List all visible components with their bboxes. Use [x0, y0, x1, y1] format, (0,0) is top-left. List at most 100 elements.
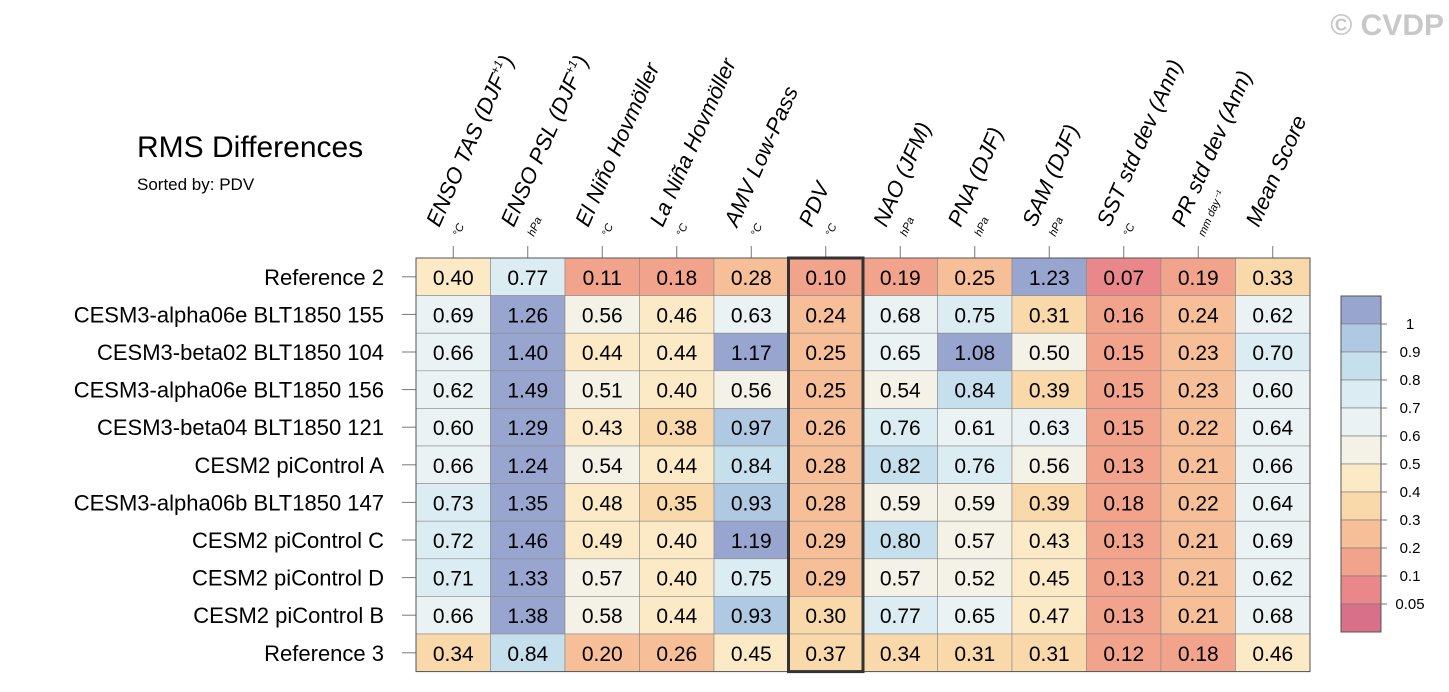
row-label-cesm3-beta04-blt1850-121: CESM3-beta04 BLT1850 121 [97, 415, 384, 440]
cell-value-r7-c10: 0.21 [1178, 530, 1219, 553]
heatmap-cell-r4-c3 [639, 408, 715, 447]
cell-value-r1-c3: 0.46 [656, 304, 697, 327]
heatmap-cell-r8-c8 [1011, 558, 1087, 597]
cell-value-r0-c4: 0.28 [731, 267, 772, 290]
colorbar-segment [1340, 575, 1382, 605]
heatmap-cell-r3-c5 [788, 370, 864, 409]
cell-value-r0-c8: 1.23 [1029, 267, 1070, 290]
heatmap-cell-r1-c8 [1011, 295, 1087, 334]
heatmap-cell-r7-c11 [1235, 520, 1311, 560]
heatmap-cell-r1-c9 [1086, 295, 1162, 334]
cell-value-r1-c11: 0.62 [1252, 304, 1293, 327]
cell-value-r3-c1: 1.49 [507, 380, 548, 403]
cell-value-r10-c5: 0.37 [805, 643, 846, 666]
heatmap-cell-r0-c5 [788, 257, 864, 296]
cell-value-r3-c7: 0.84 [954, 380, 995, 403]
heatmap-cell-r6-c6 [862, 483, 938, 522]
column-label-main: AMV Low-Pass [718, 82, 803, 231]
heatmap-cell-r3-c2 [564, 370, 640, 409]
cell-value-r4-c11: 0.64 [1252, 417, 1293, 440]
column-unit: hPa [973, 215, 992, 238]
heatmap-cell-r7-c3 [639, 520, 715, 560]
heatmap-cell-r5-c3 [639, 445, 715, 484]
heatmap-cell-r4-c7 [937, 408, 1013, 447]
column-unit: °C [749, 222, 765, 238]
column-label-sup: +1 [487, 58, 505, 76]
chart-title: RMS Differences [137, 131, 363, 164]
cell-value-r0-c7: 0.25 [954, 267, 995, 290]
cell-value-r7-c7: 0.57 [954, 530, 995, 553]
column-label-main: Mean Score [1240, 111, 1311, 230]
heatmap-cell-r5-c6 [862, 445, 938, 484]
watermark: © CVDP [1330, 9, 1444, 42]
cell-value-r9-c10: 0.21 [1178, 605, 1219, 628]
cell-value-r1-c5: 0.24 [805, 304, 846, 327]
cell-value-r1-c7: 0.75 [954, 304, 995, 327]
colorbar-label: 0.1 [1400, 568, 1421, 585]
row-label-cesm2-picontrol-a: CESM2 piControl A [194, 453, 384, 478]
column-unit: °C [451, 222, 467, 238]
heatmap-cell-r9-c8 [1011, 596, 1087, 635]
cell-value-r6-c4: 0.93 [731, 492, 772, 515]
row-label-cesm3-alpha06e-blt1850-155: CESM3-alpha06e BLT1850 155 [74, 302, 384, 327]
colorbar-label: 0.4 [1400, 484, 1421, 501]
heatmap-cell-r5-c9 [1086, 445, 1162, 484]
heatmap-cell-r10-c8 [1011, 633, 1087, 672]
heatmap-cell-r1-c11 [1235, 295, 1311, 334]
colorbar-label: 1 [1406, 316, 1414, 333]
column-label-text: PDV [793, 176, 835, 230]
colorbar-label: 0.2 [1400, 540, 1421, 557]
cell-value-r4-c3: 0.38 [656, 417, 697, 440]
cell-value-r1-c1: 1.26 [507, 304, 548, 327]
row-label-cesm3-alpha06b-blt1850-147: CESM3-alpha06b BLT1850 147 [74, 490, 384, 515]
heatmap-cell-r0-c6 [862, 257, 938, 296]
pdv-column-highlight [787, 256, 865, 674]
heatmap-cell-r3-c1 [490, 370, 566, 409]
cell-value-r5-c2: 0.54 [582, 455, 623, 478]
colorbar-label: 0.5 [1400, 456, 1421, 473]
cell-value-r6-c11: 0.64 [1252, 492, 1293, 515]
cell-value-r5-c1: 1.24 [507, 455, 548, 478]
heatmap-cell-r4-c10 [1160, 408, 1236, 447]
heatmap-cell-r8-c1 [490, 558, 566, 597]
cell-value-r6-c8: 0.39 [1029, 492, 1070, 515]
heatmap-cell-r10-c4 [713, 633, 789, 672]
cell-value-r2-c5: 0.25 [805, 342, 846, 365]
cell-value-r3-c9: 0.15 [1103, 380, 1144, 403]
heatmap-cell-r8-c7 [937, 558, 1013, 597]
cell-value-r2-c0: 0.66 [433, 342, 474, 365]
cell-value-r5-c4: 0.84 [731, 455, 772, 478]
row-label-cesm3-alpha06e-blt1850-156: CESM3-alpha06e BLT1850 156 [74, 378, 384, 403]
heatmap-cell-r7-c8 [1011, 520, 1087, 560]
row-label-reference-2: Reference 2 [264, 265, 384, 290]
cell-value-r4-c6: 0.76 [880, 417, 921, 440]
heatmap-cell-r2-c11 [1235, 332, 1311, 372]
colorbar-segment [1340, 603, 1382, 633]
cell-value-r5-c3: 0.44 [656, 455, 697, 478]
heatmap-cell-r9-c5 [788, 596, 864, 635]
heatmap-cells: 0.40 0.77 0.11 0.18 0.28 0.10 0.19 0.25 1.23 0.07… [415, 257, 1311, 673]
heatmap-cell-r10-c9 [1086, 633, 1162, 672]
column-label-text: NAO (JFM) [868, 118, 936, 230]
cell-value-r5-c8: 0.56 [1029, 455, 1070, 478]
heatmap-cell-r7-c7 [937, 520, 1013, 560]
column-label-main: PDV [793, 176, 835, 230]
heatmap-cell-r4-c1 [490, 408, 566, 447]
colorbar-label: 0.3 [1400, 512, 1421, 529]
cell-value-r0-c1: 0.77 [507, 267, 548, 290]
column-label-sam-djf: SAM (DJF)hPa [1017, 121, 1084, 239]
cell-value-r8-c7: 0.52 [954, 568, 995, 591]
cell-value-r7-c3: 0.40 [656, 530, 697, 553]
colorbar-segment [1340, 463, 1382, 493]
cell-value-r6-c7: 0.59 [954, 492, 995, 515]
row-labels: Reference 2 CESM3-alpha06e BLT1850 155 CES… [74, 265, 416, 666]
cell-value-r0-c0: 0.40 [433, 267, 474, 290]
cell-value-r5-c5: 0.28 [805, 455, 846, 478]
colorbar-label: 0.05 [1395, 596, 1424, 613]
cell-value-r4-c4: 0.97 [731, 417, 772, 440]
colorbar-segment [1340, 519, 1382, 549]
highlight-box [787, 256, 865, 674]
column-label-main: ENSO PSL (DJF [495, 69, 585, 230]
heatmap-cell-r2-c3 [639, 332, 715, 372]
